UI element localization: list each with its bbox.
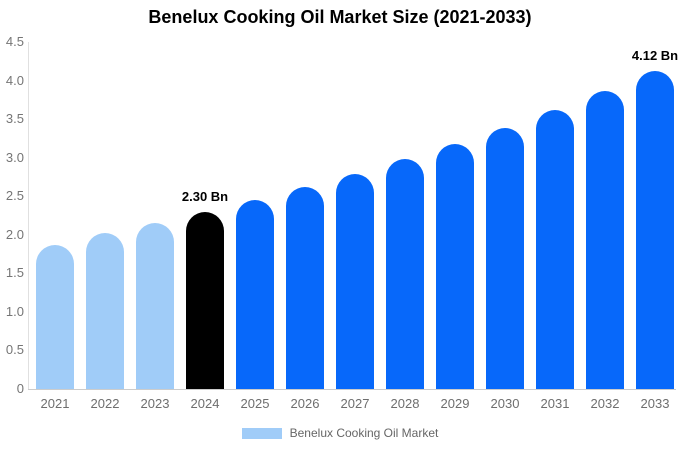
x-tick-label-2028: 2028 (390, 396, 420, 411)
x-tick-label-2031: 2031 (540, 396, 570, 411)
chart-title: Benelux Cooking Oil Market Size (2021-20… (148, 7, 532, 27)
bar-2025[interactable] (236, 200, 274, 389)
bar-2022[interactable] (86, 233, 124, 389)
legend-swatch (241, 427, 282, 439)
x-tick-label-2023: 2023 (140, 396, 170, 411)
x-tick-label-2025: 2025 (240, 396, 270, 411)
y-tick-label-1.0: 1.0 (5, 303, 24, 319)
bar-2029[interactable] (436, 143, 474, 389)
bar-2024[interactable] (186, 211, 224, 389)
y-tick-label-0: 0 (16, 381, 24, 396)
y-tick-label-0.5: 0.5 (5, 342, 24, 358)
x-tick-label-2027: 2027 (340, 396, 370, 411)
x-tick-label-2032: 2032 (590, 396, 620, 411)
data-label-2033: 4.12 Bn (631, 48, 679, 64)
x-axis-line (28, 389, 676, 390)
x-tick-label-2029: 2029 (440, 396, 470, 411)
legend-item[interactable]: Benelux Cooking Oil Market (0, 424, 680, 442)
y-tick-label-2.0: 2.0 (5, 226, 24, 242)
x-tick-label-2024: 2024 (190, 396, 220, 411)
y-axis-line (28, 42, 29, 389)
x-tick-label-2026: 2026 (290, 396, 320, 411)
x-tick-label-2030: 2030 (490, 396, 520, 411)
bar-2026[interactable] (286, 186, 324, 389)
y-tick-label-4.5: 4.5 (5, 34, 24, 49)
y-tick-label-1.5: 1.5 (5, 265, 24, 281)
y-tick-label-2.5: 2.5 (5, 188, 24, 204)
y-tick-label-3.0: 3.0 (5, 149, 24, 165)
y-tick-label-3.5: 3.5 (5, 111, 24, 127)
bar-2031[interactable] (536, 109, 574, 389)
bar-2032[interactable] (586, 91, 624, 389)
x-tick-label-2021: 2021 (40, 396, 70, 411)
bar-2033[interactable] (636, 71, 674, 389)
bar-2021[interactable] (36, 244, 74, 389)
x-tick-label-2033: 2033 (640, 396, 670, 411)
x-tick-label-2022: 2022 (90, 396, 120, 411)
bar-2030[interactable] (486, 127, 524, 389)
bar-2027[interactable] (336, 173, 374, 389)
legend-label: Benelux Cooking Oil Market (289, 426, 439, 440)
bar-2028[interactable] (386, 159, 424, 389)
y-tick-label-4.0: 4.0 (5, 72, 24, 88)
bar-2023[interactable] (136, 223, 174, 389)
data-label-2024: 2.30 Bn (181, 188, 229, 204)
